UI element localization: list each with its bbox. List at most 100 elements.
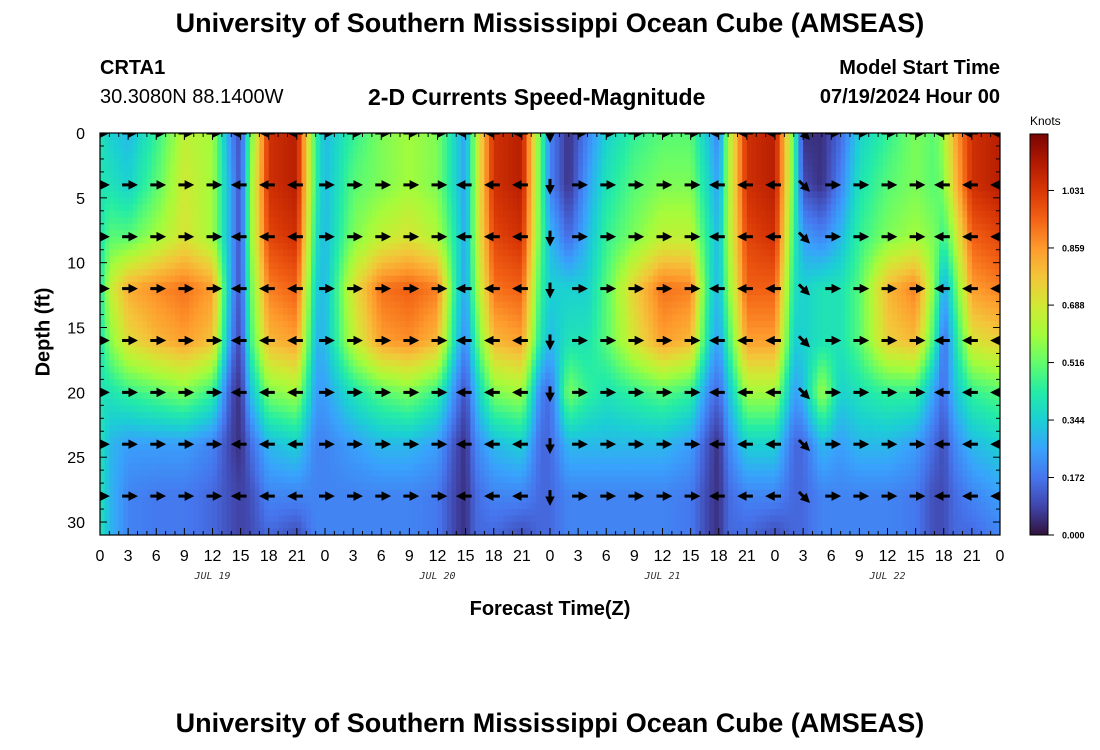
heatmap-cell <box>475 145 481 154</box>
heatmap-cell <box>151 249 157 257</box>
heatmap-cell <box>432 334 439 342</box>
heatmap-cell <box>100 204 106 212</box>
heatmap-cell <box>278 269 284 277</box>
heatmap-cell <box>404 197 410 205</box>
heatmap-cell <box>118 217 125 225</box>
heatmap-cell <box>245 275 251 283</box>
heatmap-cell <box>104 359 110 368</box>
heatmap-cell <box>156 372 162 380</box>
heatmap-cell <box>259 515 265 523</box>
heatmap-cell <box>250 463 256 471</box>
heatmap-cell <box>320 230 326 238</box>
heatmap-cell <box>371 230 378 238</box>
heatmap-cell <box>170 379 176 387</box>
heatmap-cell <box>446 476 453 484</box>
heatmap-cell <box>203 444 209 452</box>
heatmap-cell <box>301 314 307 322</box>
heatmap-cell <box>278 204 284 212</box>
heatmap-cell <box>193 353 200 361</box>
heatmap-cell <box>170 133 176 141</box>
heatmap-cell <box>423 295 429 303</box>
heatmap-cell <box>475 308 481 316</box>
heatmap-cell <box>456 424 462 432</box>
heatmap-cell <box>264 528 270 535</box>
heatmap-cell <box>306 424 312 432</box>
heatmap-cell <box>123 463 129 471</box>
heatmap-cell <box>442 262 448 270</box>
heatmap-cell <box>128 359 134 368</box>
heatmap-cell <box>437 359 443 368</box>
heatmap-cell <box>231 528 237 535</box>
heatmap-cell <box>254 476 260 484</box>
heatmap-cell <box>221 366 228 374</box>
heatmap-cell <box>287 346 293 355</box>
heatmap-cell <box>357 256 364 264</box>
heatmap-cell <box>118 165 125 173</box>
heatmap-cell <box>114 327 120 335</box>
heatmap-cell <box>348 353 354 361</box>
heatmap-cell <box>339 314 345 322</box>
heatmap-cell <box>465 398 471 406</box>
heatmap-cell <box>315 340 321 348</box>
heatmap-cell <box>456 243 462 251</box>
heatmap-cell <box>123 171 129 179</box>
heatmap-cell <box>371 424 378 432</box>
heatmap-cell <box>418 431 425 439</box>
heatmap-cell <box>259 450 265 458</box>
heatmap-cell <box>432 191 439 199</box>
heatmap-cell <box>475 184 481 192</box>
heatmap-cell <box>428 463 434 471</box>
heatmap-cell <box>170 223 176 231</box>
heatmap-cell <box>334 392 340 400</box>
heatmap-cell <box>385 457 392 465</box>
heatmap-cell <box>118 301 125 309</box>
heatmap-cell <box>334 457 340 465</box>
heatmap-cell <box>175 295 181 303</box>
heatmap-cell <box>104 431 110 439</box>
heatmap-cell <box>362 275 368 283</box>
heatmap-cell <box>151 398 157 406</box>
heatmap-cell <box>409 145 415 154</box>
heatmap-cell <box>371 204 378 212</box>
heatmap-cell <box>226 398 232 406</box>
heatmap-cell <box>414 191 420 199</box>
heatmap-cell <box>245 528 251 535</box>
heatmap-cell <box>446 398 453 406</box>
heatmap-cell <box>315 249 321 257</box>
heatmap-cell <box>301 385 307 393</box>
heatmap-cell <box>353 165 359 173</box>
heatmap-cell <box>385 502 392 510</box>
heatmap-cell <box>465 522 471 530</box>
heatmap-cell <box>179 217 185 225</box>
heatmap-cell <box>395 515 401 523</box>
heatmap-cell <box>198 411 204 419</box>
heatmap-cell <box>118 366 125 374</box>
heatmap-cell <box>250 502 256 510</box>
heatmap-cell <box>156 424 162 432</box>
heatmap-cell <box>245 398 251 406</box>
heatmap-cell <box>151 450 157 458</box>
heatmap-cell <box>428 522 434 530</box>
heatmap-cell <box>353 457 359 465</box>
heatmap-cell <box>287 476 293 484</box>
heatmap-cell <box>217 210 223 218</box>
heatmap-cell <box>268 424 275 432</box>
heatmap-cell <box>404 496 410 504</box>
heatmap-cell <box>142 366 148 374</box>
heatmap-cell <box>451 295 457 303</box>
heatmap-cell <box>329 470 335 478</box>
heatmap-cell <box>287 321 293 329</box>
heatmap-cell <box>348 230 354 238</box>
heatmap-cell <box>268 340 275 348</box>
heatmap-cell <box>329 522 335 530</box>
heatmap-cell <box>212 418 218 426</box>
heatmap-cell <box>400 139 406 147</box>
heatmap-cell <box>226 405 232 413</box>
heatmap-cell <box>446 204 453 212</box>
heatmap-cell <box>404 256 410 264</box>
heatmap-cell <box>250 171 256 179</box>
heatmap-cell <box>235 295 242 303</box>
heatmap-cell <box>245 171 251 179</box>
heatmap-cell <box>381 372 387 380</box>
heatmap-cell <box>301 197 307 205</box>
